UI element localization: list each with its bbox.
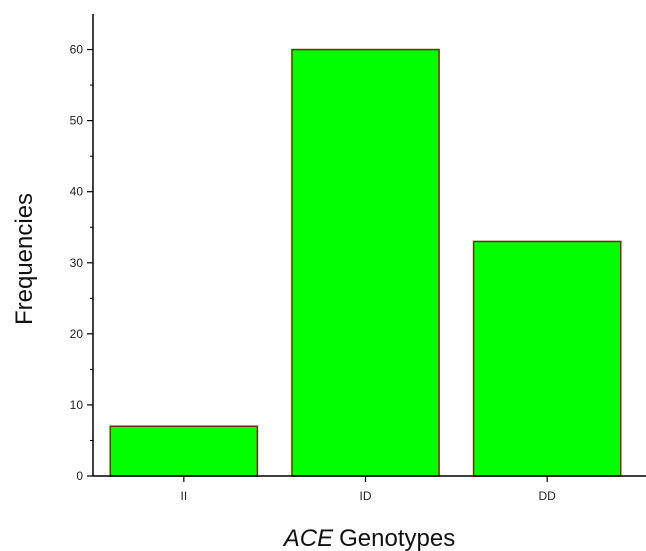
- bar-dd: [472, 240, 622, 477]
- y-tick-label: 50: [70, 114, 84, 128]
- x-tick-label: II: [180, 489, 187, 503]
- y-tick-label: 20: [70, 327, 84, 341]
- y-tick-label: 0: [76, 469, 83, 483]
- x-tick-label: ID: [360, 489, 372, 503]
- x-ticks-group: II ID DD: [180, 476, 556, 503]
- axes-group: [92, 14, 646, 477]
- bar-ii: [109, 425, 259, 477]
- x-axis-title-italic: ACE: [282, 525, 334, 551]
- x-axis-title: ACE Genotypes: [282, 525, 455, 551]
- y-tick-label: 10: [70, 398, 84, 412]
- y-tick-label: 30: [70, 256, 84, 270]
- bars-group: [109, 48, 622, 477]
- x-axis-title-rest: Genotypes: [339, 525, 455, 551]
- bar-id: [291, 48, 440, 477]
- y-axis-title: Frequencies: [11, 193, 38, 325]
- y-tick-label: 40: [70, 185, 84, 199]
- x-tick-label: DD: [538, 489, 556, 503]
- y-ticks-group: 0 10 20 30 40 50 60: [70, 43, 93, 483]
- y-tick-label: 60: [70, 43, 84, 57]
